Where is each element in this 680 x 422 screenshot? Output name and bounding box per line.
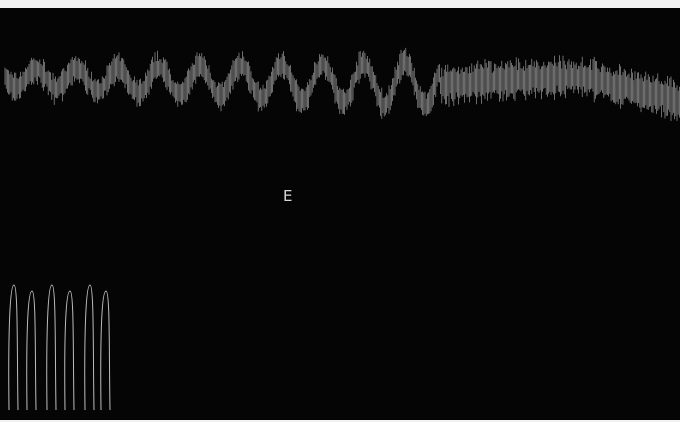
page: E (() => { const data = JSON.parse(docum… <box>0 0 680 422</box>
panel-label: E <box>283 187 292 205</box>
oscilloscope-screen: E <box>0 0 680 422</box>
screen-background <box>0 8 680 420</box>
